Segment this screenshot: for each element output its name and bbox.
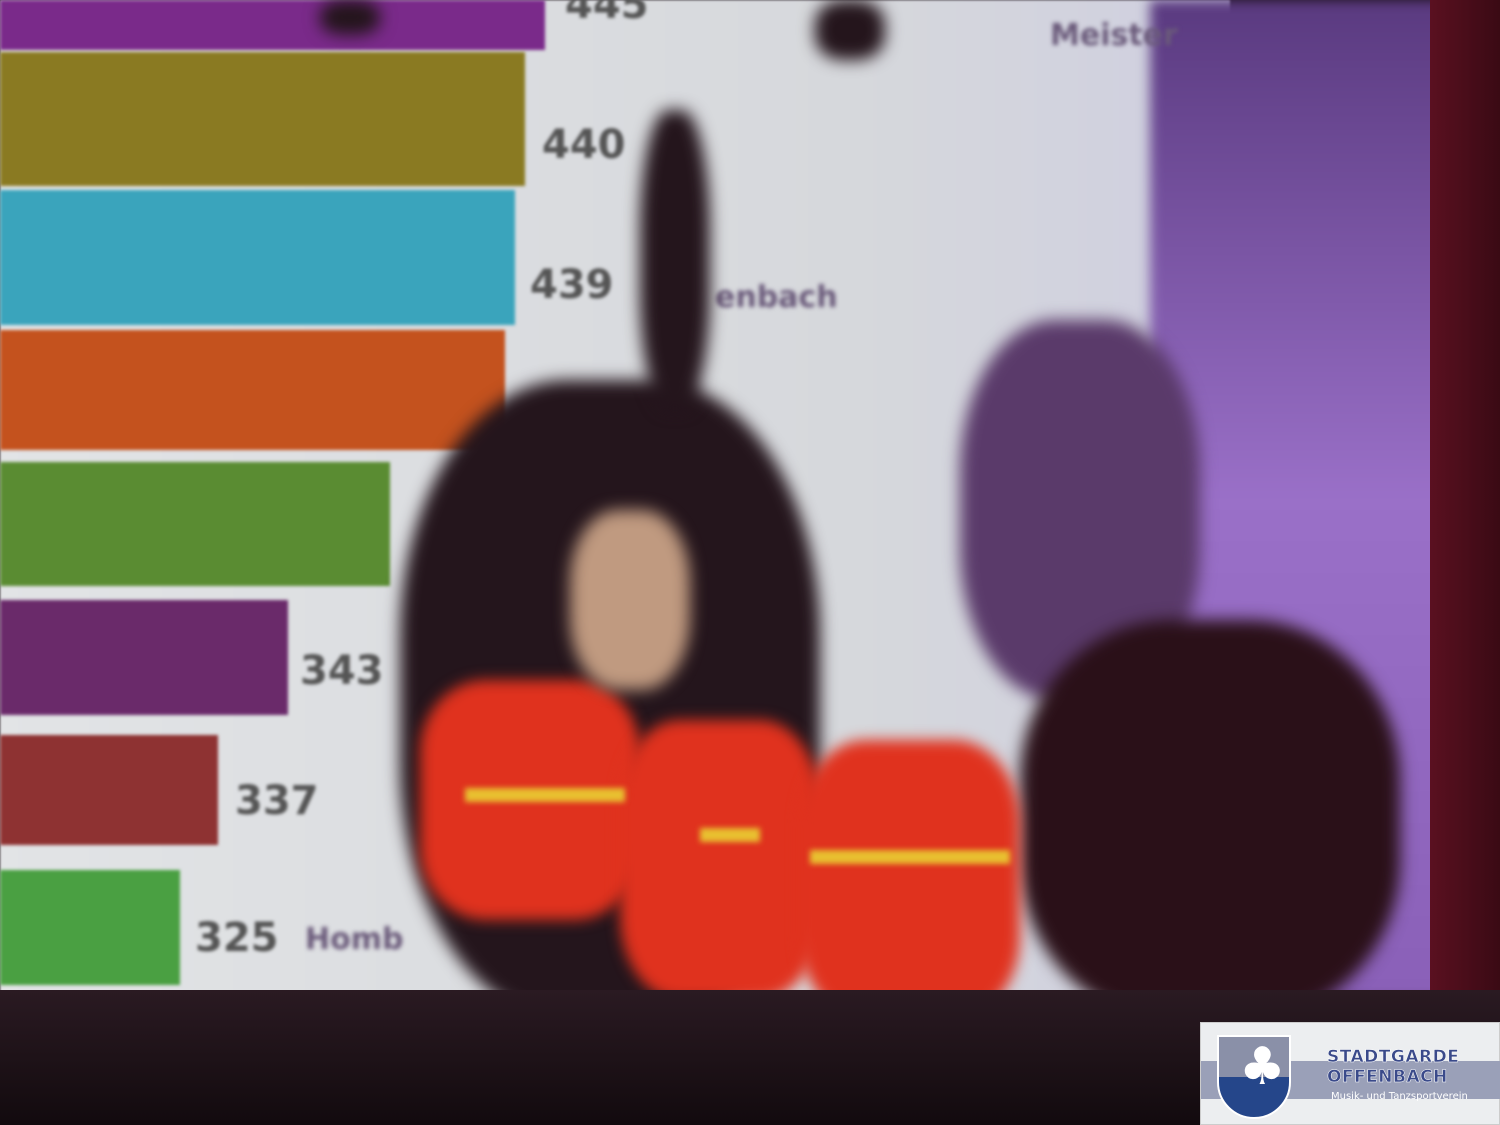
chart-bar <box>0 330 505 450</box>
bar-value: 325 <box>195 915 279 961</box>
reflective-stripe <box>810 850 1010 864</box>
chart-bar <box>0 0 545 50</box>
bar-value: 337 <box>235 778 319 824</box>
bar-label: Homb <box>305 922 404 957</box>
bar-value: 343 <box>300 648 384 694</box>
bar-label: enbach <box>715 280 838 315</box>
coat-of-arms-icon: ♣ <box>1217 1035 1291 1119</box>
curtain <box>1430 0 1500 1125</box>
chart-bar <box>0 462 390 586</box>
chart-bar <box>0 870 180 985</box>
shadow-silhouette <box>1020 620 1400 1020</box>
bar-label: Meister <box>1050 18 1178 53</box>
chart-bar <box>0 52 525 186</box>
club-logo: ♣ STADTGARDE OFFENBACH Musik- und Tanzsp… <box>1200 1022 1500 1125</box>
shadow-silhouette <box>815 0 885 60</box>
dancer-costume <box>620 720 820 1000</box>
logo-tagline: Musik- und Tanzsportverein <box>1331 1091 1468 1102</box>
bar-value: 439 <box>530 262 614 308</box>
chart-bar <box>0 190 515 325</box>
logo-line1: STADTGARDE <box>1327 1047 1460 1068</box>
chart-bar <box>0 600 288 715</box>
reflective-stripe <box>700 828 760 842</box>
logo-line2: OFFENBACH <box>1327 1067 1448 1088</box>
shadow-silhouette <box>640 110 710 410</box>
chart-bar <box>0 735 218 845</box>
dancer-hair <box>570 510 690 690</box>
bar-value: 440 <box>542 122 626 168</box>
reflective-stripe <box>465 788 625 802</box>
bar-value: 445 <box>565 0 649 28</box>
dancer-costume <box>800 740 1020 1020</box>
shadow-silhouette <box>320 0 380 35</box>
